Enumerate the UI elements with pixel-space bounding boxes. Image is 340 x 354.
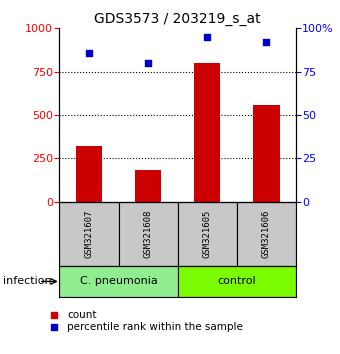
Bar — [253, 105, 279, 202]
Bar — [177, 202, 237, 266]
Point — [264, 39, 269, 45]
Text: infection: infection — [3, 276, 52, 286]
Text: C. pneumonia: C. pneumonia — [80, 276, 157, 286]
Point — [86, 50, 92, 56]
Text: GSM321606: GSM321606 — [262, 210, 271, 258]
Bar — [119, 202, 177, 266]
Text: GSM321605: GSM321605 — [203, 210, 212, 258]
Point — [146, 60, 151, 66]
Title: GDS3573 / 203219_s_at: GDS3573 / 203219_s_at — [94, 12, 261, 26]
Text: control: control — [217, 276, 256, 286]
Text: GSM321607: GSM321607 — [85, 210, 94, 258]
Bar — [135, 170, 162, 202]
Text: GSM321608: GSM321608 — [143, 210, 153, 258]
Bar — [59, 202, 119, 266]
Bar — [177, 266, 296, 297]
Bar — [76, 146, 102, 202]
Point — [204, 34, 210, 40]
Bar — [194, 63, 220, 202]
Legend: count, percentile rank within the sample: count, percentile rank within the sample — [39, 306, 248, 337]
Bar — [237, 202, 296, 266]
Bar — [59, 266, 177, 297]
